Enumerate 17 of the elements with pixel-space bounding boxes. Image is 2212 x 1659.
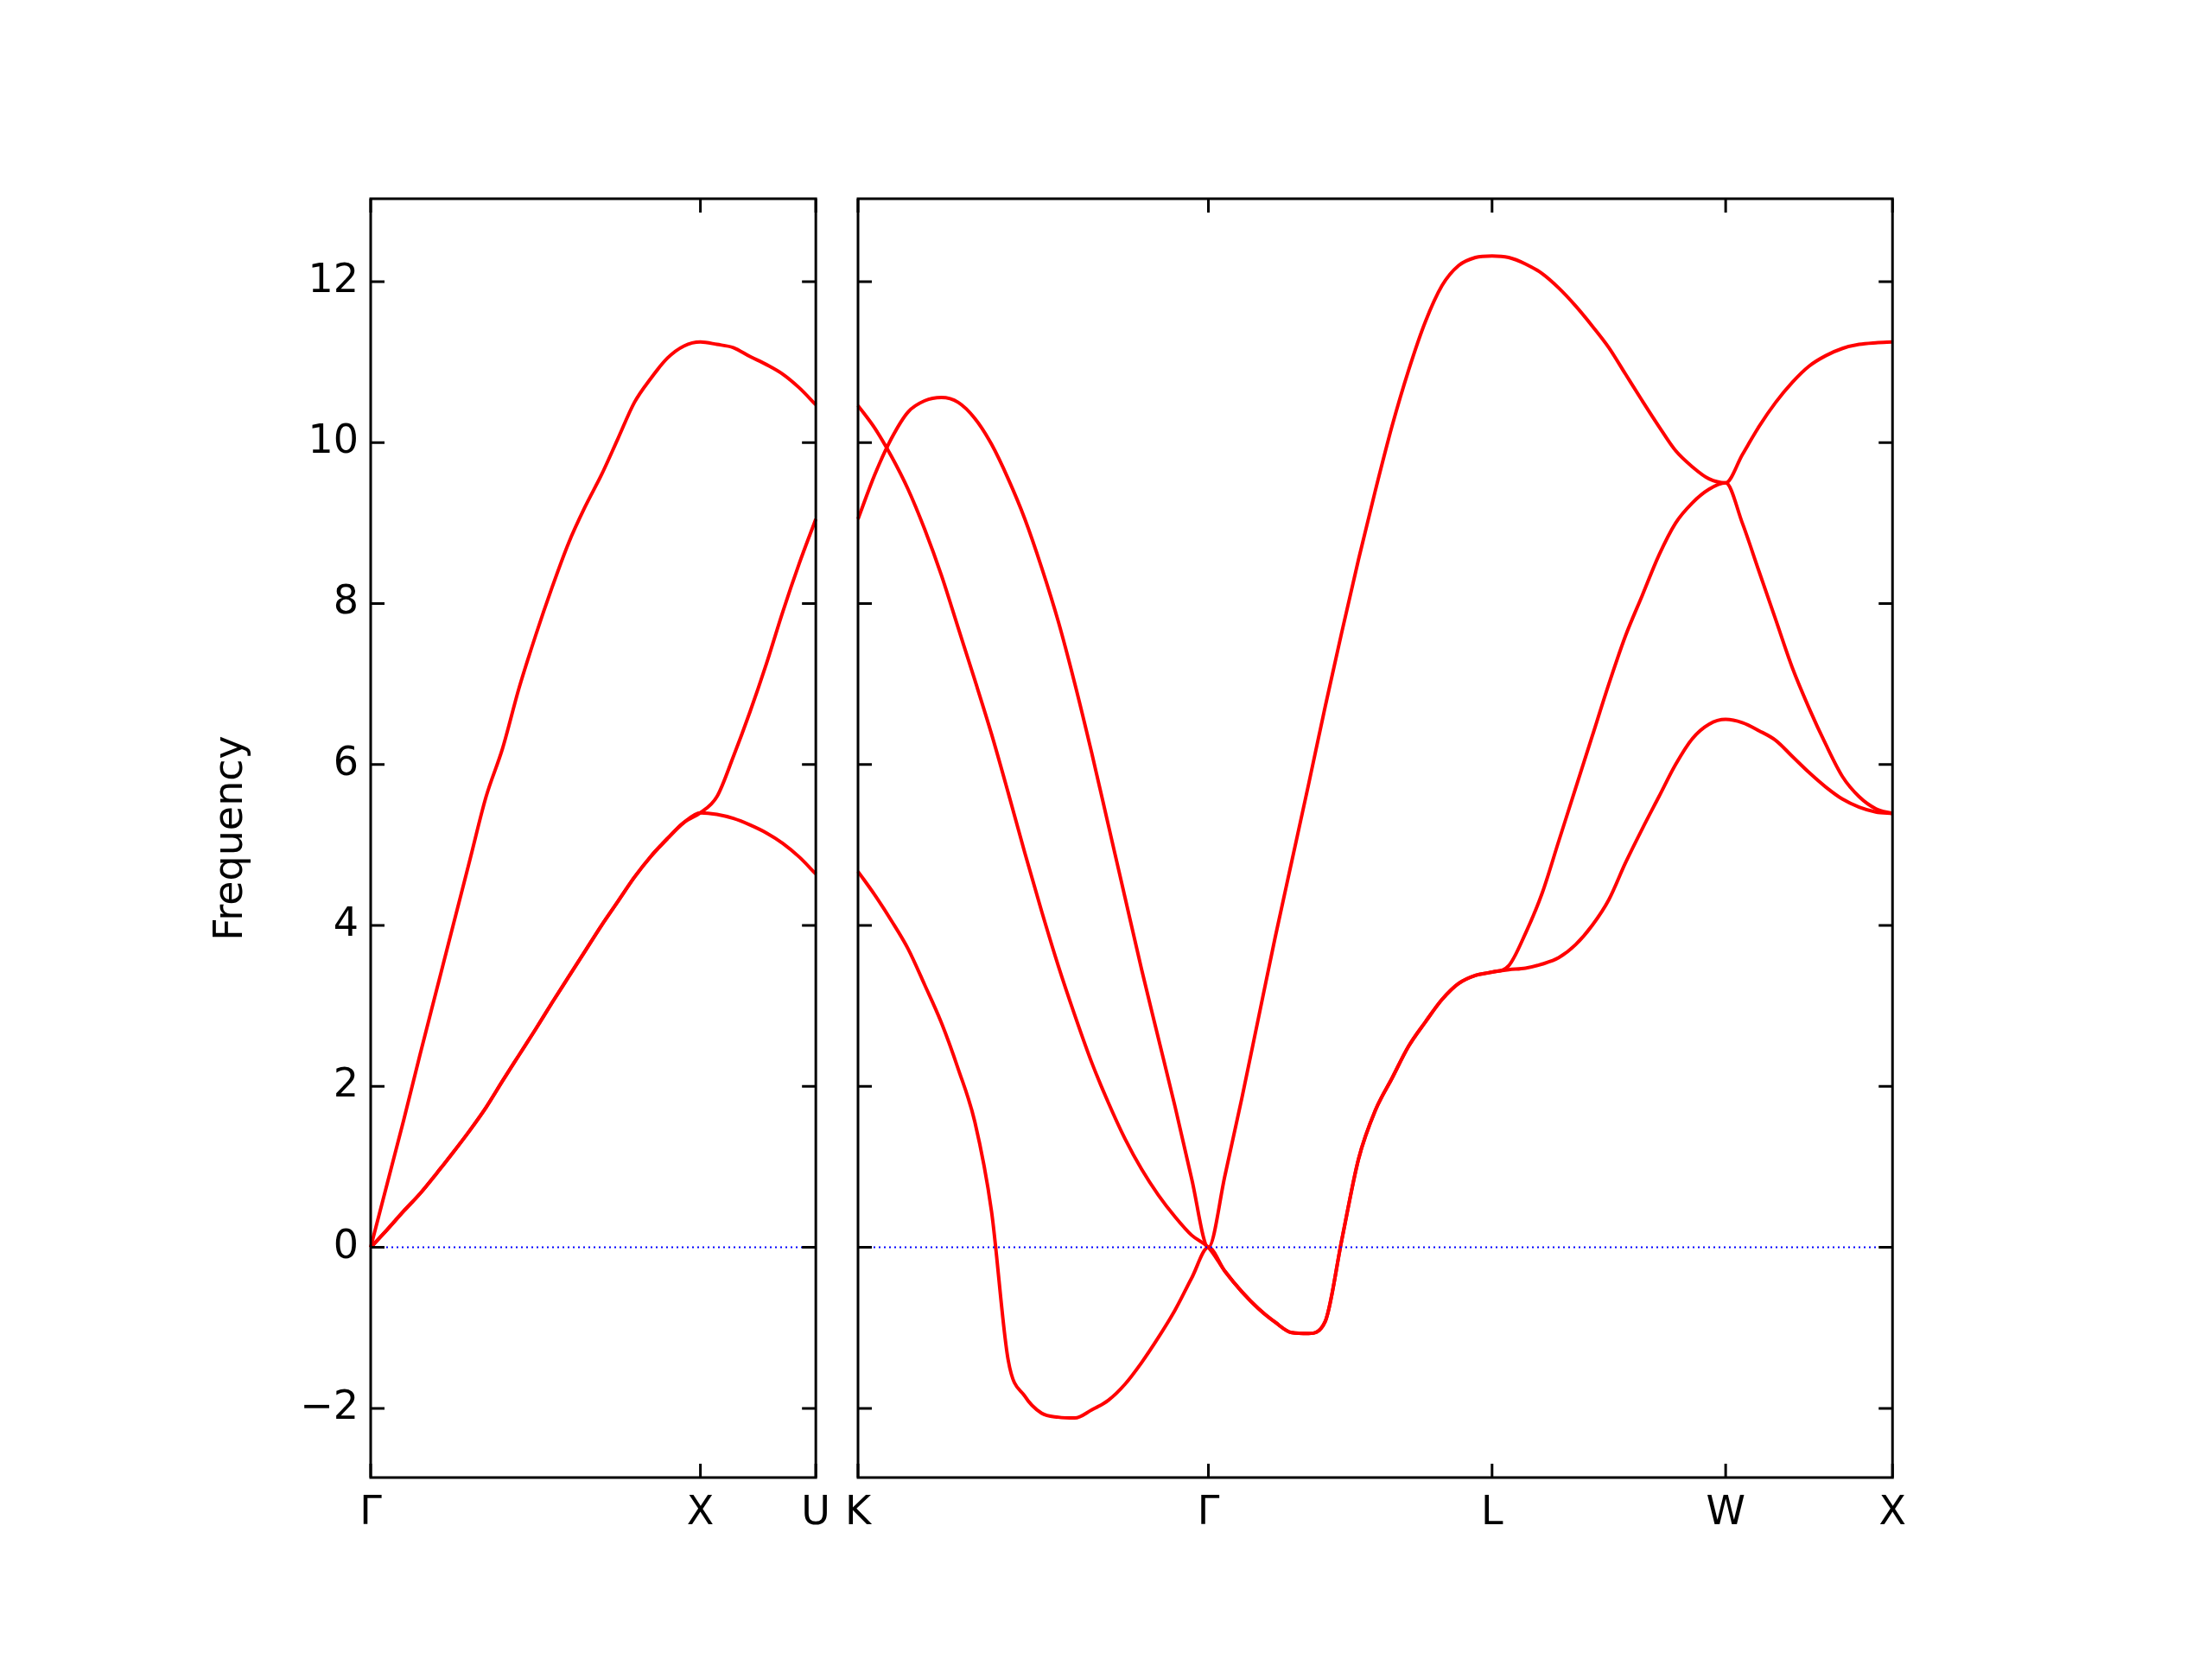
y-tick-label: 12 (308, 254, 359, 302)
y-tick-label: 10 (308, 416, 359, 463)
x-tick-label: U (801, 1486, 830, 1534)
y-tick-label: 8 (333, 576, 359, 624)
y-tick-label: 0 (333, 1220, 359, 1268)
x-tick-label: K (844, 1486, 873, 1534)
x-tick-label: L (1480, 1486, 1503, 1534)
y-tick-label: 6 (333, 737, 359, 785)
x-tick-label: X (686, 1486, 715, 1534)
y-axis-title: Frequency (204, 735, 251, 941)
y-tick-label: −2 (300, 1381, 359, 1428)
x-tick-label: Γ (359, 1486, 383, 1534)
x-tick-label: X (1878, 1486, 1906, 1534)
y-tick-label: 4 (333, 899, 359, 946)
x-tick-label: W (1706, 1486, 1745, 1534)
x-tick-label: Γ (1197, 1486, 1220, 1534)
y-tick-label: 2 (333, 1059, 359, 1107)
